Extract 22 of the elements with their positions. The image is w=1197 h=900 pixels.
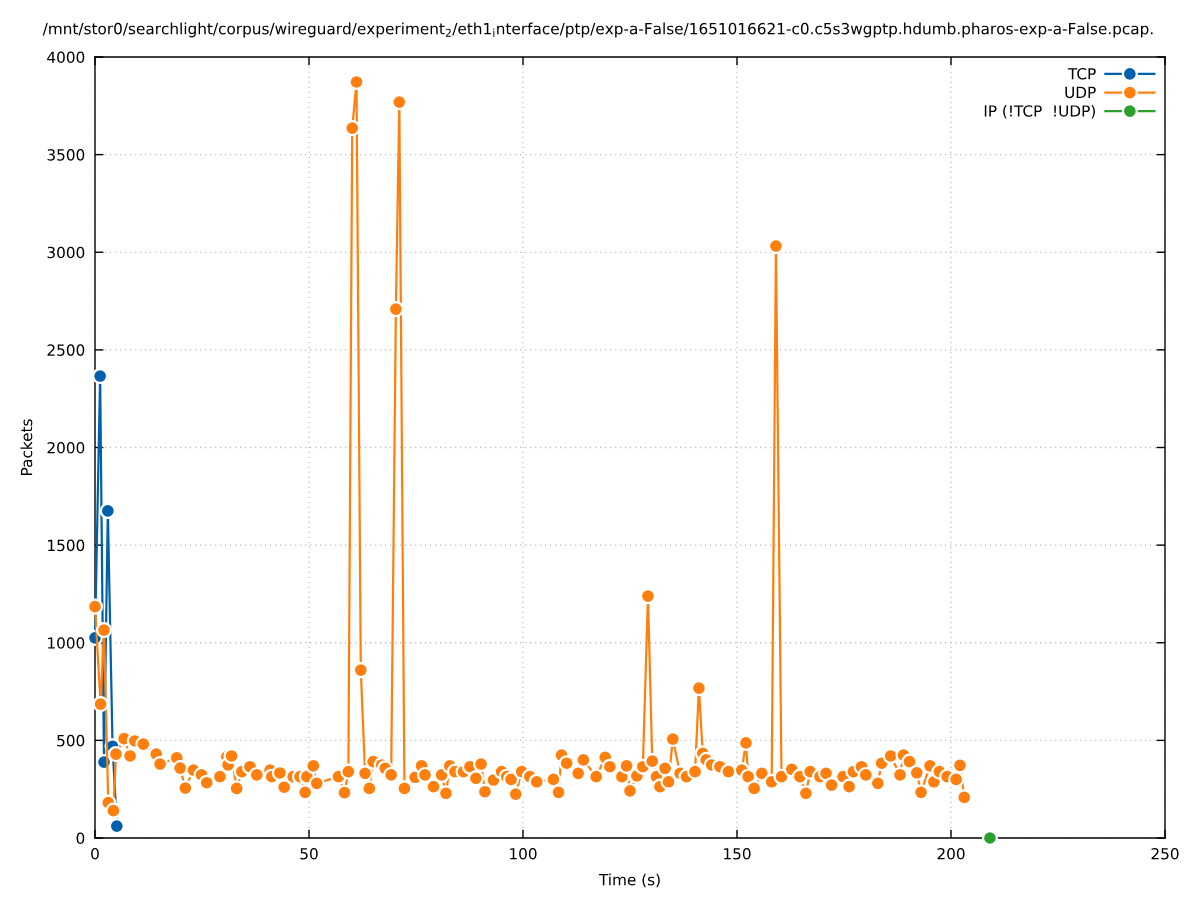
y-tick-label: 3000 [47,246,85,259]
y-tick-label: 1500 [48,539,85,552]
x-tick-label: 150 [724,847,751,860]
y-tick-label: 2000 [47,441,85,454]
x-tick-label: 100 [510,847,537,860]
y-tick-label: 2500 [47,344,85,356]
legend-label: IP (!TCP !UDP) [984,104,1095,119]
legend-label: TCP [1067,67,1096,80]
x-axis-title: Time (s) [598,873,660,888]
y-tick-label: 1000 [48,637,85,649]
x-tick-label: 50 [300,847,318,860]
legend-label: UDP [1065,86,1096,99]
y-tick-label: 500 [57,734,85,747]
x-tick-label: 250 [1151,847,1179,860]
y-tick-label: 3500 [47,149,85,161]
x-tick-label: 0 [91,847,99,860]
x-tick-label: 200 [937,847,965,860]
y-tick-label: 4000 [47,51,85,64]
y-tick-label: 0 [76,832,85,845]
point [99,502,116,520]
y-axis-title: Packets [20,419,33,475]
chart-title: /mnt/stor0/searchlight/corpus/wireguard/experiment$_{2}$/eth1$_{i}$nterface/ptp/exp-a-False/1651016621-c0.c5s3wgptp.hdumb.pharos-exp-a-False.pcap. [42,22,1153,38]
